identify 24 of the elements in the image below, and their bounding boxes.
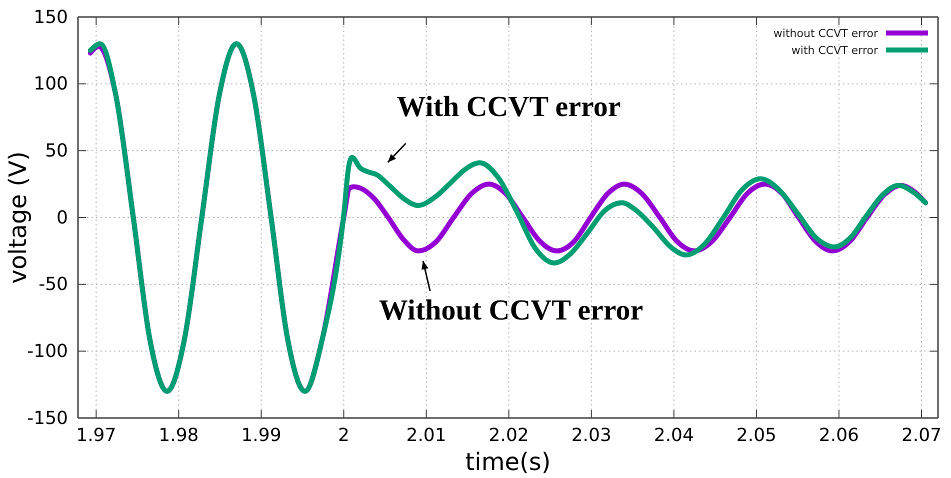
y-axis-title: voltage (V) <box>4 151 32 284</box>
x-tick-label: 1.99 <box>241 424 282 446</box>
legend-label: without CCVT error <box>773 27 878 40</box>
x-tick-label: 2 <box>338 424 350 446</box>
x-tick-label: 2.07 <box>901 424 942 446</box>
annotation: With CCVT error <box>396 91 621 124</box>
y-tick-label: -100 <box>27 340 68 362</box>
legend-label: with CCVT error <box>791 44 878 57</box>
x-tick-label: 1.98 <box>158 424 199 446</box>
y-tick-label: 100 <box>34 74 68 95</box>
x-tick-label: 2.01 <box>406 424 446 446</box>
x-tick-label: 2.06 <box>818 424 859 446</box>
y-tick-label: 150 <box>34 6 68 28</box>
y-tick-label: -50 <box>38 274 68 296</box>
annotation: Without CCVT error <box>378 294 644 327</box>
x-tick-label: 2.04 <box>654 424 694 446</box>
x-axis-title: time(s) <box>465 448 551 476</box>
y-tick-label: -150 <box>27 408 68 429</box>
x-tick-label: 2.03 <box>571 424 612 446</box>
x-tick-label: 2.05 <box>736 424 776 446</box>
x-tick-label: 1.97 <box>76 424 116 446</box>
x-tick-label: 2.02 <box>488 424 529 446</box>
y-tick-label: 0 <box>56 207 68 228</box>
y-tick-label: 50 <box>45 140 68 162</box>
